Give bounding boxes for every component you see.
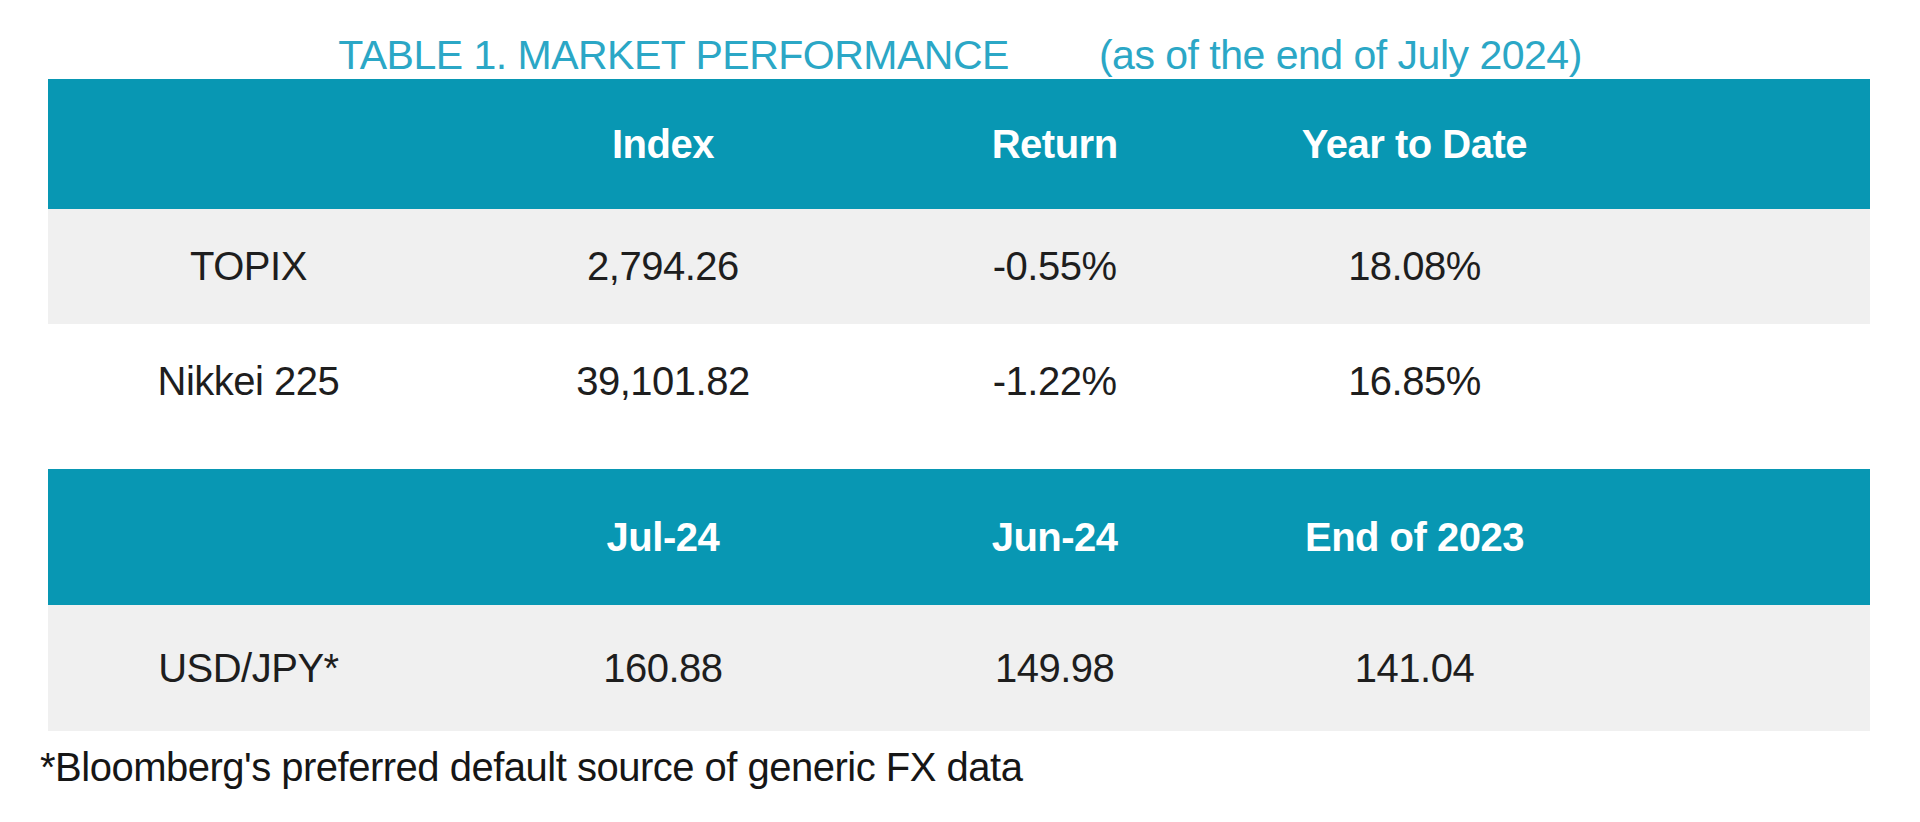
table-title-main: TABLE 1. MARKET PERFORMANCE bbox=[338, 32, 1009, 79]
header-cell-filler-1 bbox=[1597, 79, 1870, 209]
usdjpy-end-2023-value: 141.04 bbox=[1232, 605, 1596, 731]
row-label-topix: TOPIX bbox=[48, 209, 449, 324]
page-title: TABLE 1. MARKET PERFORMANCE (as of the e… bbox=[0, 32, 1920, 79]
topix-return-value: -0.55% bbox=[877, 209, 1232, 324]
topix-ytd-value: 18.08% bbox=[1232, 209, 1596, 324]
header-cell-year-to-date: Year to Date bbox=[1232, 79, 1596, 209]
footnote: *Bloomberg's preferred default source of… bbox=[40, 745, 1920, 790]
table-row-nikkei: Nikkei 225 39,101.82 -1.22% 16.85% bbox=[48, 324, 1870, 439]
nikkei-return-value: -1.22% bbox=[877, 324, 1232, 439]
row-label-usdjpy: USD/JPY* bbox=[48, 605, 449, 731]
table-row-topix: TOPIX 2,794.26 -0.55% 18.08% bbox=[48, 209, 1870, 324]
header-cell-jun-24: Jun-24 bbox=[877, 469, 1232, 605]
topix-index-value: 2,794.26 bbox=[449, 209, 877, 324]
usdjpy-jul-24-value: 160.88 bbox=[449, 605, 877, 731]
usdjpy-jun-24-value: 149.98 bbox=[877, 605, 1232, 731]
table-title-date: (as of the end of July 2024) bbox=[1099, 32, 1582, 79]
nikkei-index-value: 39,101.82 bbox=[449, 324, 877, 439]
header-cell-index: Index bbox=[449, 79, 877, 209]
header-cell-filler-2 bbox=[1597, 469, 1870, 605]
header-cell-end-of-2023: End of 2023 bbox=[1232, 469, 1596, 605]
row-label-nikkei: Nikkei 225 bbox=[48, 324, 449, 439]
header-cell-empty-2 bbox=[48, 469, 449, 605]
topix-filler-cell bbox=[1597, 209, 1870, 324]
table-row-usdjpy: USD/JPY* 160.88 149.98 141.04 bbox=[48, 605, 1870, 731]
market-performance-table: Index Return Year to Date TOPIX 2,794.26… bbox=[48, 79, 1870, 731]
fx-header-row: Jul-24 Jun-24 End of 2023 bbox=[48, 469, 1870, 605]
header-cell-return: Return bbox=[877, 79, 1232, 209]
header-cell-empty-1 bbox=[48, 79, 449, 209]
index-header-row: Index Return Year to Date bbox=[48, 79, 1870, 209]
usdjpy-filler-cell bbox=[1597, 605, 1870, 731]
header-cell-jul-24: Jul-24 bbox=[449, 469, 877, 605]
nikkei-filler-cell bbox=[1597, 324, 1870, 439]
nikkei-ytd-value: 16.85% bbox=[1232, 324, 1596, 439]
table-section-gap bbox=[48, 439, 1870, 469]
